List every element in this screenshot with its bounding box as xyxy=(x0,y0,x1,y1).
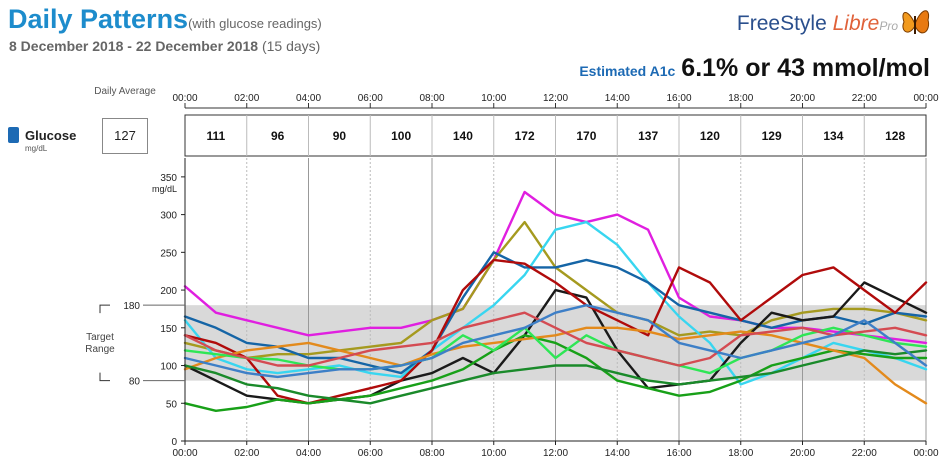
x-tick-label: 16:00 xyxy=(666,448,691,459)
logo-text-libre: Libre xyxy=(832,12,880,35)
two-hour-average: 120 xyxy=(700,129,720,143)
butterfly-icon xyxy=(902,10,930,34)
x-tick-label: 06:00 xyxy=(358,448,383,459)
two-hour-average: 90 xyxy=(333,129,347,143)
target-bracket xyxy=(99,304,110,382)
target-high-label: 180 xyxy=(123,301,140,312)
two-hour-average: 100 xyxy=(391,129,411,143)
top-time-label: 06:00 xyxy=(358,93,383,104)
date-range-text: 8 December 2018 - 22 December 2018 xyxy=(9,38,259,54)
y-tick-label: 250 xyxy=(160,248,177,259)
top-time-label: 02:00 xyxy=(234,93,259,104)
date-range: 8 December 2018 - 22 December 2018 (15 d… xyxy=(9,38,320,54)
x-tick-label: 04:00 xyxy=(296,448,321,459)
top-time-label: 08:00 xyxy=(419,93,444,104)
two-hour-average: 137 xyxy=(638,129,658,143)
top-time-label: 00:00 xyxy=(913,93,938,104)
two-hour-average: 140 xyxy=(453,129,473,143)
y-tick-label: 50 xyxy=(166,399,178,410)
y-axis-unit: mg/dL xyxy=(152,184,177,194)
top-time-label: 00:00 xyxy=(172,93,197,104)
top-time-label: 20:00 xyxy=(790,93,815,104)
a1c-label: Estimated A1c xyxy=(579,63,676,79)
x-tick-label: 00:00 xyxy=(913,448,938,459)
glucose-trace xyxy=(183,349,928,405)
days-count: (15 days) xyxy=(261,38,321,54)
glucose-trace xyxy=(183,304,928,379)
title-text: Daily Patterns xyxy=(8,4,189,34)
x-tick-label: 10:00 xyxy=(481,448,506,459)
x-tick-label: 20:00 xyxy=(790,448,815,459)
sensor-icon xyxy=(8,127,19,143)
two-hour-average: 96 xyxy=(271,129,285,143)
glucose-trace xyxy=(183,311,928,367)
x-tick-label: 12:00 xyxy=(543,448,568,459)
page-title: Daily Patterns(with glucose readings) xyxy=(8,4,322,35)
daily-average-label: Daily Average xyxy=(94,86,156,97)
logo-text: FreeStyle xyxy=(736,12,833,35)
two-hour-average: 134 xyxy=(823,129,843,143)
top-time-label: 22:00 xyxy=(852,93,877,104)
a1c-value: 6.1% or 43 mmol/mol xyxy=(681,54,930,82)
target-low-label: 80 xyxy=(129,377,141,388)
a1c-summary: Estimated A1c 6.1% or 43 mmol/mol xyxy=(579,54,930,83)
two-hour-average: 129 xyxy=(762,129,782,143)
top-time-label: 14:00 xyxy=(605,93,630,104)
top-time-label: 18:00 xyxy=(728,93,753,104)
freestyle-libre-logo: FreeStyle LibrePro xyxy=(737,12,898,36)
title-note: (with glucose readings) xyxy=(188,16,322,31)
x-tick-label: 00:00 xyxy=(172,448,197,459)
x-tick-label: 08:00 xyxy=(419,448,444,459)
top-time-label: 04:00 xyxy=(296,93,321,104)
x-tick-label: 18:00 xyxy=(728,448,753,459)
y-tick-label: 350 xyxy=(160,173,177,184)
x-tick-label: 22:00 xyxy=(852,448,877,459)
x-tick-label: 02:00 xyxy=(234,448,259,459)
y-tick-label: 300 xyxy=(160,211,177,222)
glucose-trace xyxy=(183,334,928,412)
glucose-label: Glucose xyxy=(25,128,77,143)
two-hour-average: 128 xyxy=(885,129,905,143)
y-tick-label: 100 xyxy=(160,362,177,373)
daily-average-value: 127 xyxy=(102,118,148,154)
y-tick-label: 150 xyxy=(160,324,177,335)
target-range-label: Target Range xyxy=(85,332,115,355)
top-time-label: 16:00 xyxy=(666,93,691,104)
glucose-unit: mg/dL xyxy=(25,144,48,153)
two-hour-average: 111 xyxy=(207,129,226,143)
logo-text-pro: Pro xyxy=(879,19,898,33)
two-hour-average: 172 xyxy=(515,129,535,143)
top-time-label: 10:00 xyxy=(481,93,506,104)
x-tick-label: 14:00 xyxy=(605,448,630,459)
top-time-label: 12:00 xyxy=(543,93,568,104)
y-tick-label: 0 xyxy=(171,437,177,448)
two-hour-average: 170 xyxy=(576,129,596,143)
y-tick-label: 200 xyxy=(160,286,177,297)
